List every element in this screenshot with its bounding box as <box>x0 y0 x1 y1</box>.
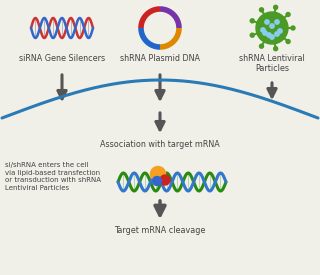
Circle shape <box>260 8 263 12</box>
Circle shape <box>160 175 170 185</box>
Text: shRNA Lentiviral
Particles: shRNA Lentiviral Particles <box>239 54 305 73</box>
Circle shape <box>250 33 254 37</box>
Circle shape <box>270 35 274 39</box>
Circle shape <box>265 20 269 24</box>
Circle shape <box>291 26 295 30</box>
Circle shape <box>286 40 290 43</box>
Text: si/shRNA enters the cell
via lipid-based transfection
or transduction with shRNA: si/shRNA enters the cell via lipid-based… <box>5 162 101 191</box>
Circle shape <box>261 28 265 32</box>
Text: siRNA Gene Silencers: siRNA Gene Silencers <box>19 54 105 63</box>
Circle shape <box>274 5 278 9</box>
Text: shRNA Plasmid DNA: shRNA Plasmid DNA <box>120 54 200 63</box>
Circle shape <box>150 166 165 182</box>
Circle shape <box>274 47 278 51</box>
Circle shape <box>275 32 279 36</box>
Circle shape <box>278 29 282 33</box>
Circle shape <box>263 31 267 35</box>
Circle shape <box>260 44 263 48</box>
Circle shape <box>267 33 271 37</box>
Circle shape <box>286 12 290 16</box>
Text: Target mRNA cleavage: Target mRNA cleavage <box>114 226 206 235</box>
Circle shape <box>153 177 162 186</box>
Circle shape <box>256 12 288 44</box>
Circle shape <box>275 20 279 24</box>
Circle shape <box>250 19 254 23</box>
Text: Association with target mRNA: Association with target mRNA <box>100 140 220 149</box>
Circle shape <box>270 24 274 28</box>
